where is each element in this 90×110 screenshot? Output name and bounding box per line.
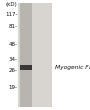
Bar (18, 3, 52, 107)
Text: 34-: 34- (9, 57, 18, 62)
Bar (20, 3, 32, 107)
Text: Myogenic Factor 5: Myogenic Factor 5 (55, 65, 90, 70)
Text: (kD): (kD) (6, 2, 18, 7)
Bar (20, 65, 32, 70)
Text: 117-: 117- (5, 12, 18, 17)
Text: 26-: 26- (9, 68, 18, 73)
Text: 81-: 81- (9, 24, 18, 29)
Text: 48-: 48- (9, 42, 18, 47)
Text: 19-: 19- (9, 85, 18, 90)
